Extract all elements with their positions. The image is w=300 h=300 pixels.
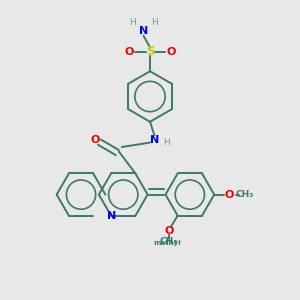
Text: S: S [146,45,154,58]
Text: CH₃: CH₃ [160,237,178,246]
Text: O: O [166,47,176,57]
Text: N: N [107,211,116,221]
Text: O: O [164,226,173,236]
Text: methyl: methyl [153,240,181,246]
Text: H: H [129,18,136,27]
Text: H: H [152,18,158,27]
Text: N: N [150,135,159,145]
Text: CH₃: CH₃ [236,190,254,199]
Text: O: O [124,47,134,57]
Text: O: O [225,190,234,200]
Text: O: O [90,135,100,145]
Text: H: H [164,138,170,147]
Text: N: N [139,26,148,36]
